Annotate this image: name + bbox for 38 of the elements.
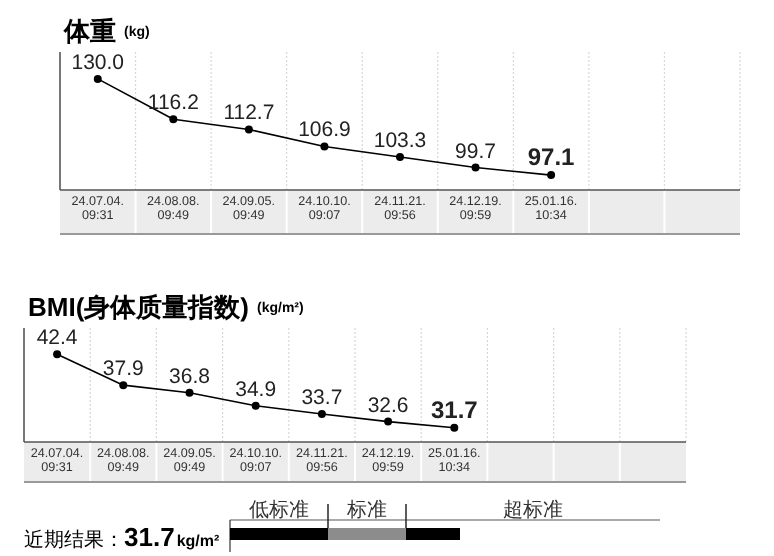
category-label: 超标准 (503, 498, 563, 522)
data-label: 36.8 (169, 364, 211, 389)
chart-subtitle: (kg) (124, 24, 150, 40)
data-label: 116.2 (147, 91, 200, 116)
data-label: 130.0 (71, 50, 125, 75)
point (471, 163, 480, 172)
text: 31.7 (124, 522, 175, 552)
point (244, 125, 253, 134)
category-label: 标准 (345, 498, 387, 522)
text: 近期结果： (24, 530, 124, 552)
data-label: 97.1 (527, 143, 576, 172)
chart-title: BMI(身体质量指数) (28, 292, 249, 322)
chart-title: 体重 (64, 16, 116, 46)
point (93, 74, 102, 83)
point (450, 423, 459, 432)
chart-subtitle: (kg/m²) (257, 300, 304, 316)
point (169, 115, 178, 124)
point (317, 410, 326, 419)
data-label: 42.4 (36, 326, 78, 351)
data-label: 99.7 (455, 139, 497, 164)
point (119, 381, 128, 390)
point (53, 350, 62, 359)
point (384, 417, 393, 426)
text: kg/m² (176, 532, 220, 550)
data-label: 33.7 (301, 386, 343, 411)
point (396, 152, 404, 161)
category-label: 低标准 (249, 498, 309, 522)
data-label: 34.9 (235, 377, 277, 402)
data-label: 103.3 (373, 128, 427, 153)
data-label: 112.7 (223, 101, 275, 126)
data-label: 37.9 (102, 357, 145, 382)
data-label: 106.9 (298, 118, 352, 143)
point (185, 388, 194, 397)
point (251, 401, 260, 410)
point (320, 142, 329, 151)
data-label: 31.7 (430, 395, 479, 424)
point (547, 171, 556, 180)
data-label: 32.6 (367, 393, 409, 418)
